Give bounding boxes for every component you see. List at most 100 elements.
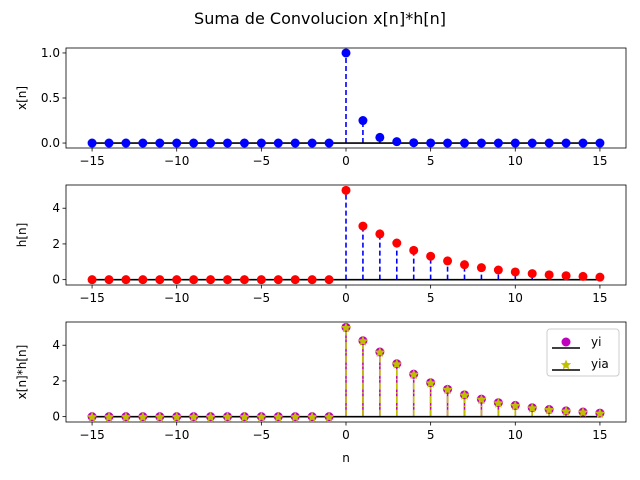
x-tick-label: 0 bbox=[342, 291, 350, 305]
data-point-yia bbox=[137, 411, 149, 422]
x-tick-label: −10 bbox=[164, 154, 189, 168]
data-point-h bbox=[172, 275, 182, 285]
data-point-h bbox=[324, 275, 334, 285]
data-point-yia bbox=[408, 369, 419, 380]
data-point-x bbox=[476, 138, 486, 148]
data-point-yia bbox=[273, 411, 284, 422]
x-tick-label: −5 bbox=[253, 428, 271, 442]
data-point-x bbox=[104, 138, 114, 148]
data-point-h bbox=[341, 185, 351, 195]
x-tick-label: −5 bbox=[253, 291, 271, 305]
data-point-x bbox=[324, 138, 334, 148]
data-point-x bbox=[239, 138, 249, 148]
data-point-x bbox=[443, 138, 453, 148]
data-point-x bbox=[206, 138, 216, 148]
data-point-h bbox=[138, 275, 148, 285]
subplot-3: −15 −10 −5 0 5 10 15 0 2 4 x[n]*h[n] n yi yia bbox=[15, 321, 627, 465]
data-point-yia bbox=[171, 411, 182, 422]
data-point-h bbox=[426, 251, 436, 261]
y-tick-label: 0 bbox=[52, 410, 60, 424]
data-point-x bbox=[460, 138, 470, 148]
y-axis-label: x[n] bbox=[15, 86, 29, 110]
data-point-h bbox=[375, 229, 385, 239]
data-point-x bbox=[392, 137, 402, 147]
data-point-yia bbox=[510, 400, 521, 411]
data-point-yia bbox=[239, 411, 250, 422]
data-point-yia bbox=[340, 322, 352, 333]
subplot-2: −15 −10 −5 0 5 10 15 0 2 4 h[n] bbox=[15, 184, 627, 305]
data-point-yia bbox=[391, 358, 402, 369]
data-point-h bbox=[443, 256, 453, 266]
data-point-x bbox=[189, 138, 199, 148]
data-point-x bbox=[155, 138, 165, 148]
x-tick-label: −10 bbox=[164, 291, 189, 305]
data-point-yia bbox=[493, 397, 504, 408]
legend-label: yia bbox=[591, 357, 609, 371]
data-point-h bbox=[104, 275, 114, 285]
data-point-x bbox=[544, 138, 554, 148]
data-point-x bbox=[273, 138, 283, 148]
x-tick-label: 15 bbox=[592, 428, 607, 442]
y-tick-label: 0 bbox=[52, 273, 60, 287]
data-point-h bbox=[493, 265, 503, 275]
data-point-h bbox=[392, 238, 402, 248]
data-point-x bbox=[222, 138, 232, 148]
data-point-yia bbox=[594, 408, 606, 418]
data-point-h bbox=[222, 275, 232, 285]
x-axis-label: n bbox=[342, 451, 350, 465]
data-point-x bbox=[595, 138, 605, 148]
data-point-h bbox=[155, 275, 165, 285]
x-tick-label: 15 bbox=[592, 154, 607, 168]
data-point-yia bbox=[222, 411, 233, 422]
data-point-yia bbox=[577, 407, 589, 417]
y-tick-label: 4 bbox=[52, 201, 60, 215]
x-tick-label: 10 bbox=[508, 154, 523, 168]
axes-frame bbox=[65, 47, 627, 149]
data-point-yia bbox=[476, 394, 487, 405]
x-tick-label: 10 bbox=[508, 428, 523, 442]
subplot-1: −15 −10 −5 0 5 10 15 0.0 0.5 1.0 x[n] bbox=[15, 46, 627, 168]
x-tick-label: −15 bbox=[79, 291, 104, 305]
data-point-x bbox=[527, 138, 537, 148]
data-point-yia bbox=[154, 411, 165, 422]
data-point-h bbox=[239, 275, 249, 285]
x-tick-label: 15 bbox=[592, 291, 607, 305]
data-point-h bbox=[87, 275, 97, 285]
data-point-yia bbox=[205, 411, 216, 422]
data-point-yia bbox=[374, 347, 386, 357]
y-tick-label: 4 bbox=[52, 338, 60, 352]
data-point-x bbox=[307, 138, 317, 148]
data-point-x bbox=[375, 132, 385, 142]
data-point-h bbox=[206, 275, 216, 285]
x-tick-label: 5 bbox=[427, 154, 435, 168]
data-point-yia bbox=[290, 411, 301, 422]
data-point-x bbox=[341, 48, 351, 58]
legend-marker-yi bbox=[561, 337, 571, 347]
data-point-yia bbox=[527, 402, 538, 413]
data-point-yia bbox=[188, 411, 199, 422]
data-point-h bbox=[273, 275, 283, 285]
x-tick-label: 5 bbox=[427, 291, 435, 305]
y-tick-label: 2 bbox=[52, 237, 60, 251]
data-point-h bbox=[256, 275, 266, 285]
x-tick-label: −10 bbox=[164, 428, 189, 442]
data-point-x bbox=[138, 138, 148, 148]
data-point-h bbox=[409, 245, 419, 255]
data-point-x bbox=[561, 138, 571, 148]
data-point-yia bbox=[306, 411, 318, 422]
data-point-x bbox=[87, 138, 97, 148]
axes-frame bbox=[65, 184, 627, 286]
data-point-h bbox=[460, 260, 470, 270]
data-point-h bbox=[544, 270, 554, 280]
data-point-h bbox=[290, 275, 300, 285]
data-point-h bbox=[307, 275, 317, 285]
x-tick-label: −5 bbox=[253, 154, 271, 168]
data-point-x bbox=[121, 138, 131, 148]
axes-frame bbox=[65, 321, 627, 423]
x-tick-label: 0 bbox=[342, 154, 350, 168]
y-tick-label: 2 bbox=[52, 374, 60, 388]
x-tick-label: −15 bbox=[79, 154, 104, 168]
x-tick-label: 0 bbox=[342, 428, 350, 442]
data-point-h bbox=[510, 267, 520, 277]
